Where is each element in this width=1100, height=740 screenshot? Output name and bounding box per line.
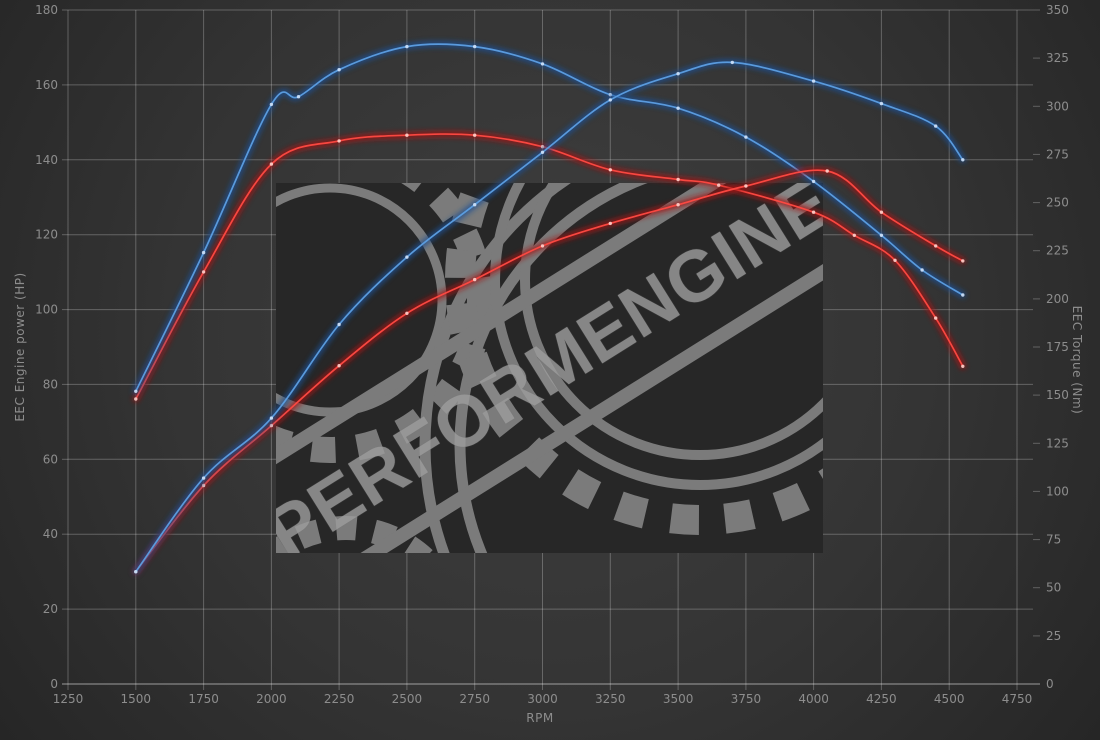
svg-text:250: 250	[1046, 196, 1069, 210]
svg-text:100: 100	[1046, 484, 1069, 498]
series-red-power-hp-	[132, 167, 966, 575]
svg-text:1250: 1250	[53, 692, 84, 706]
svg-text:25: 25	[1046, 629, 1061, 643]
svg-text:300: 300	[1046, 99, 1069, 113]
gear-icon	[276, 183, 493, 463]
stamp-stripes	[276, 183, 823, 553]
x-axis-title: RPM	[526, 711, 554, 725]
svg-text:75: 75	[1046, 533, 1061, 547]
gear-icon	[445, 183, 823, 535]
series-blue-torque-nm-	[132, 41, 966, 395]
svg-text:200: 200	[1046, 292, 1069, 306]
svg-text:2000: 2000	[256, 692, 287, 706]
watermark-stamp-graphics	[276, 183, 823, 553]
svg-text:160: 160	[35, 78, 58, 92]
svg-text:140: 140	[35, 153, 58, 167]
svg-text:350: 350	[1046, 3, 1069, 17]
double-arc-icon	[419, 183, 648, 553]
y-right-axis-title: EEC Torque (Nm)	[1070, 305, 1084, 415]
svg-text:1500: 1500	[121, 692, 152, 706]
svg-text:150: 150	[1046, 388, 1069, 402]
series-red-torque-nm-	[132, 131, 966, 402]
svg-text:100: 100	[35, 303, 58, 317]
svg-text:120: 120	[35, 228, 58, 242]
svg-text:225: 225	[1046, 244, 1069, 258]
svg-text:325: 325	[1046, 51, 1069, 65]
svg-text:50: 50	[1046, 581, 1061, 595]
svg-text:4500: 4500	[934, 692, 965, 706]
svg-text:175: 175	[1046, 340, 1069, 354]
svg-text:0: 0	[1046, 677, 1054, 691]
svg-text:4000: 4000	[798, 692, 829, 706]
svg-text:180: 180	[35, 3, 58, 17]
svg-text:2750: 2750	[459, 692, 490, 706]
svg-text:3500: 3500	[663, 692, 694, 706]
svg-text:3250: 3250	[595, 692, 626, 706]
svg-text:275: 275	[1046, 147, 1069, 161]
svg-text:125: 125	[1046, 436, 1069, 450]
y-left-axis-title: EEC Engine power (HP)	[13, 272, 27, 422]
watermark: PERFORMENGINE	[276, 183, 823, 553]
svg-text:4250: 4250	[866, 692, 897, 706]
svg-text:2250: 2250	[324, 692, 355, 706]
svg-text:3750: 3750	[731, 692, 762, 706]
svg-text:3000: 3000	[527, 692, 558, 706]
svg-text:0: 0	[50, 677, 58, 691]
series-blue-power-hp-	[132, 59, 966, 575]
svg-text:4750: 4750	[1002, 692, 1033, 706]
svg-text:40: 40	[43, 527, 58, 541]
svg-text:60: 60	[43, 452, 58, 466]
svg-text:20: 20	[43, 602, 58, 616]
gear-icon	[276, 516, 436, 553]
svg-text:80: 80	[43, 377, 58, 391]
svg-text:1750: 1750	[188, 692, 219, 706]
svg-text:2500: 2500	[392, 692, 423, 706]
